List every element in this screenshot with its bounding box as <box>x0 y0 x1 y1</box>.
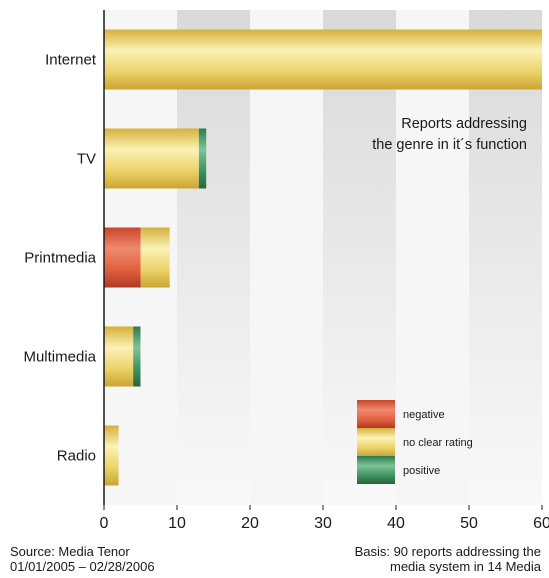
bar-tv-no-clear-rating <box>104 128 199 189</box>
bar-printmedia-negative <box>104 227 141 288</box>
x-tick-label: 30 <box>314 515 332 532</box>
bars <box>104 29 542 486</box>
category-label-internet: Internet <box>45 52 97 69</box>
bar-multimedia-no-clear-rating <box>104 326 134 387</box>
annotation-line-1: Reports addressing <box>401 116 527 132</box>
basis-line-2: media system in 14 Media <box>389 559 541 574</box>
x-tick-label: 60 <box>533 515 549 532</box>
basis-note: Basis: 90 reports addressing the media s… <box>355 544 541 574</box>
background-bands <box>104 10 542 505</box>
category-label-printmedia: Printmedia <box>24 250 96 267</box>
background-band <box>396 10 469 505</box>
category-label-multimedia: Multimedia <box>23 349 96 366</box>
legend-label-negative: negative <box>403 409 445 421</box>
basis-line-1: Basis: 90 reports addressing the <box>354 544 541 559</box>
legend-swatch-positive <box>357 456 395 484</box>
legend-swatch-no-clear-rating <box>357 428 395 456</box>
x-tick-label: 40 <box>387 515 405 532</box>
legend: negative no clear rating positive <box>357 400 473 484</box>
bar-multimedia-positive <box>133 326 141 387</box>
legend-label-positive: positive <box>403 465 440 477</box>
source-line-2: 01/01/2005 – 02/28/2006 <box>10 559 155 574</box>
category-labels: Internet TV Printmedia Multimedia Radio <box>23 52 96 465</box>
background-band <box>250 10 323 505</box>
bar-radio-no-clear-rating <box>104 425 119 486</box>
annotation-line-2: the genre in it´s function <box>372 137 527 153</box>
source-line-1: Source: Media Tenor <box>10 544 130 559</box>
legend-label-no-clear-rating: no clear rating <box>403 437 473 449</box>
source-note: Source: Media Tenor 01/01/2005 – 02/28/2… <box>10 544 155 574</box>
bar-printmedia-no-clear-rating <box>140 227 170 288</box>
background-band <box>469 10 542 505</box>
background-band <box>177 10 250 505</box>
bar-tv-positive <box>198 128 207 189</box>
category-label-radio: Radio <box>57 448 96 465</box>
x-tick-label: 20 <box>241 515 259 532</box>
chart-annotation: Reports addressing the genre in it´s func… <box>372 116 527 153</box>
category-label-tv: TV <box>77 151 96 168</box>
x-tick-label: 10 <box>168 515 186 532</box>
x-tick-label: 50 <box>460 515 478 532</box>
x-axis-ticks: 0 10 20 30 40 50 60 <box>100 505 549 532</box>
bar-internet-no-clear-rating <box>104 29 542 90</box>
legend-swatch-negative <box>357 400 395 428</box>
x-tick-label: 0 <box>100 515 109 532</box>
